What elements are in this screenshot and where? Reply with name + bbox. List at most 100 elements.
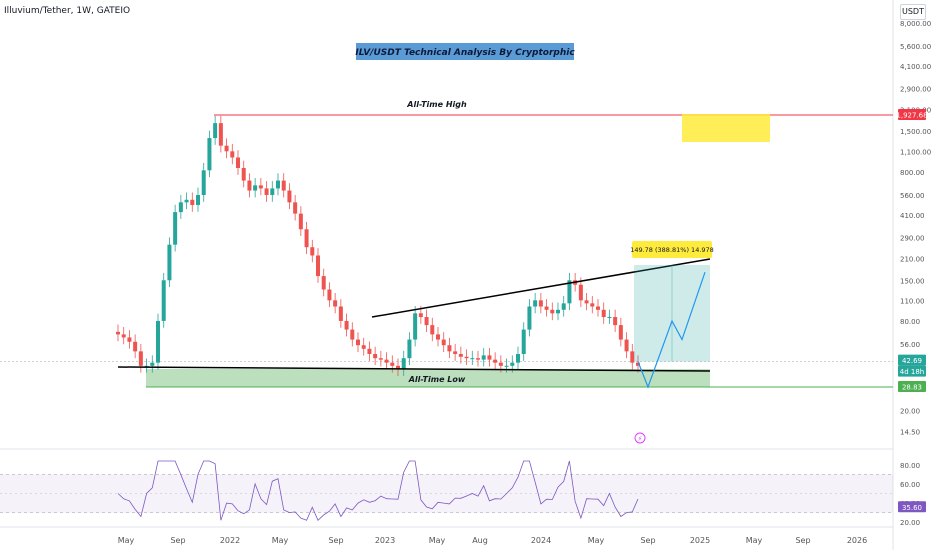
candle-body	[538, 300, 543, 307]
target-label: 149.78 (388.81%) 14.978	[630, 246, 714, 254]
x-tick-label: 2026	[847, 536, 867, 545]
rsi-value-badge-bg	[898, 501, 926, 513]
y-tick-label: 4,100.00	[900, 63, 931, 71]
candle-body	[310, 247, 315, 256]
candle-body	[441, 339, 446, 346]
candle-body	[356, 339, 360, 346]
candle-body	[636, 362, 640, 366]
candle-body	[133, 341, 138, 352]
candle-body	[184, 199, 189, 203]
y-tick-label: 14.50	[900, 428, 920, 436]
candle-body	[464, 356, 469, 359]
candle-body	[201, 170, 206, 196]
rsi-tick-label: 80.00	[900, 462, 920, 470]
x-tick-label: 2022	[220, 536, 240, 545]
rsi-line	[117, 460, 639, 521]
x-tick-label: Sep	[170, 536, 185, 545]
y-tick-label: 2,900.00	[900, 86, 931, 94]
candle-body	[590, 303, 595, 307]
rsi-tick-label: 20.00	[900, 519, 920, 527]
low-price-badge-bg	[898, 381, 926, 392]
x-tick-label: May	[746, 536, 763, 545]
symbol-info: Illuvium/Tether, 1W, GATEIO	[4, 6, 131, 16]
candle-body	[178, 202, 183, 213]
candle-body	[567, 280, 572, 304]
candle-body	[430, 325, 435, 335]
candle-body	[458, 354, 463, 357]
lightning-icon[interactable]	[634, 432, 646, 444]
candle-body	[561, 303, 566, 310]
candle-body	[236, 157, 240, 168]
candle-body	[127, 337, 132, 342]
y-tick-label: 8,000.00	[900, 20, 931, 28]
x-tick-label: May	[429, 536, 446, 545]
candle-body	[373, 354, 378, 359]
candle-body	[378, 358, 383, 360]
x-tick-label: May	[118, 536, 135, 545]
candle-body	[624, 339, 629, 352]
candle-body	[287, 190, 292, 203]
candle-body	[207, 138, 212, 171]
candle-body	[213, 123, 218, 139]
y-tick-label: 80.00	[900, 318, 920, 326]
x-tick-label: 2023	[375, 536, 395, 545]
y-tick-label: 20.00	[900, 408, 920, 416]
candle-body	[436, 334, 440, 340]
ath-price-badge-bg	[898, 109, 926, 120]
candle-body	[533, 300, 538, 307]
candle-body	[390, 362, 395, 366]
currency-button[interactable]: USDT	[900, 4, 926, 20]
candle-body	[384, 359, 389, 363]
candle-body	[481, 355, 486, 360]
candle-body	[493, 359, 498, 363]
y-tick-label: 410.00	[900, 212, 925, 220]
candle-body	[298, 213, 303, 230]
candle-body	[470, 358, 475, 360]
candle-body	[316, 255, 320, 277]
candle-body	[321, 276, 326, 290]
low-price-badge: 28.83	[902, 384, 922, 392]
candle-body	[613, 317, 618, 326]
candle-body	[270, 188, 275, 196]
all-time-low-zone	[146, 369, 710, 387]
x-tick-label: May	[272, 536, 289, 545]
candle-body	[241, 167, 246, 181]
candle-body	[584, 300, 589, 304]
lightning-glyph: ⚡	[638, 435, 643, 443]
candle-body	[396, 365, 400, 370]
support-trendline	[117, 366, 711, 372]
candle-body	[447, 345, 452, 352]
all-time-low-label: All-Time Low	[408, 375, 466, 384]
candle-body	[116, 331, 120, 335]
candle-body	[144, 365, 149, 367]
rsi-value-badge: 35.60	[902, 504, 922, 512]
candle-body	[361, 345, 366, 349]
candle-body	[333, 300, 338, 307]
candle-body	[161, 280, 166, 321]
y-tick-label: 1,500.00	[900, 128, 931, 136]
candle-body	[476, 358, 480, 360]
y-tick-label: 150.00	[900, 277, 925, 285]
candle-body	[304, 229, 309, 248]
y-tick-label: 56.00	[900, 341, 920, 349]
y-tick-label: 560.00	[900, 192, 925, 200]
x-tick-label: Aug	[472, 536, 488, 545]
y-tick-label: 210.00	[900, 255, 925, 263]
candle-body	[367, 348, 372, 355]
candle-body	[521, 329, 526, 355]
candle-body	[167, 244, 172, 281]
countdown-badge: 4d 18h	[900, 368, 924, 376]
candle-body	[190, 199, 195, 205]
y-tick-label: 1,100.00	[900, 148, 931, 156]
candle-body	[276, 180, 280, 189]
candle-body	[138, 351, 143, 366]
candle-body	[218, 123, 223, 146]
candle-body	[401, 358, 406, 370]
x-tick-label: Sep	[328, 536, 343, 545]
candle-body	[281, 180, 286, 191]
x-tick-label: May	[588, 536, 605, 545]
candle-body	[487, 355, 492, 360]
candle-body	[253, 185, 258, 191]
